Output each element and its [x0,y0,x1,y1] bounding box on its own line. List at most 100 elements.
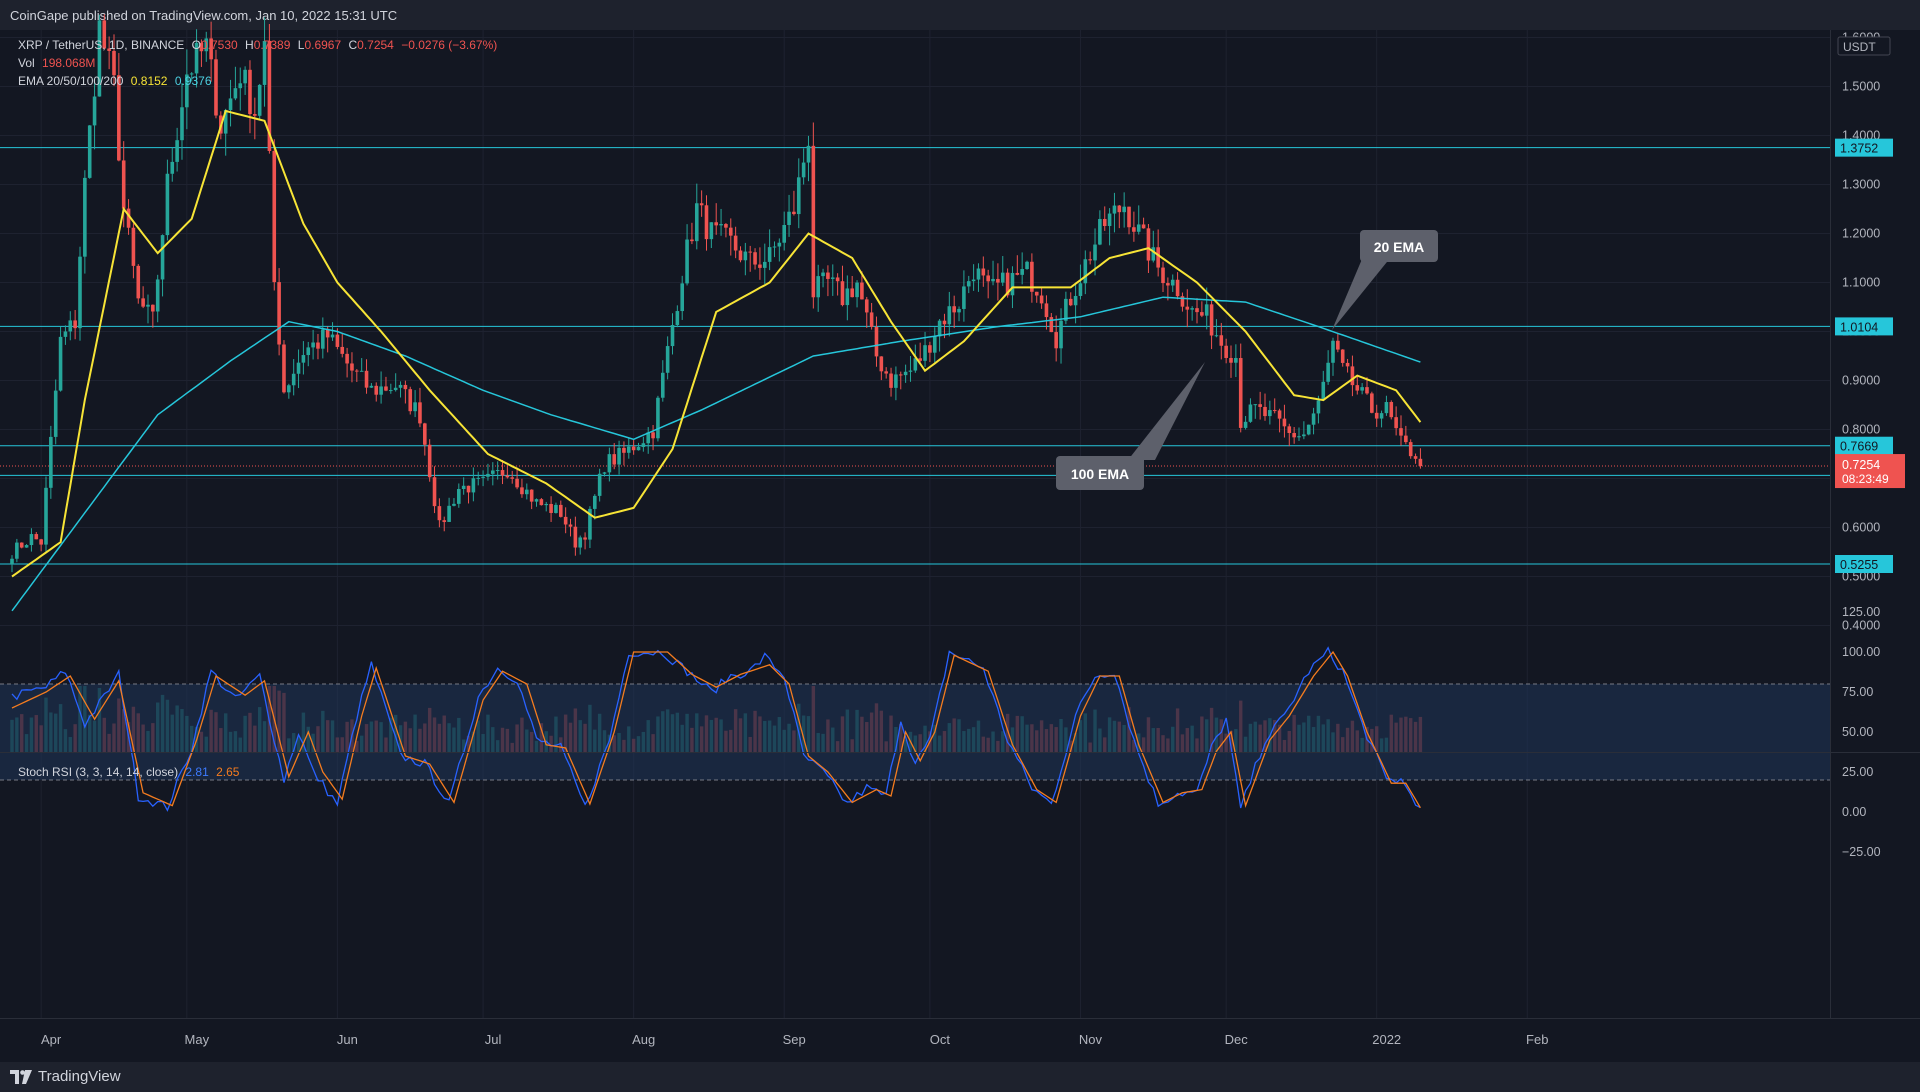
price-tick-label: 1.3000 [1842,178,1880,192]
ema-label: EMA 20/50/100/200 [18,74,124,88]
candle-body [223,110,228,134]
candle-body [1345,362,1350,367]
open-value: 0.7530 [200,38,238,52]
grid [0,30,1830,1018]
candle-body [384,386,388,391]
candle-body [1073,295,1078,306]
candle-body [505,475,510,478]
candle-body [510,477,515,479]
candle-body [1418,458,1423,467]
price-tick-label: 0.6000 [1842,521,1880,535]
candle-body [991,278,995,282]
candle-body [1127,206,1131,228]
candle-body [592,495,597,509]
candle-body [1078,283,1083,296]
candle-body [1122,206,1126,213]
current-price-label: 0.7254 [1842,458,1880,472]
candle-body [1146,228,1151,261]
candle-body [1175,279,1180,297]
candle-body [24,545,29,548]
volume-legend: Vol 198.068M [18,55,99,71]
candle-body [830,277,835,279]
candle-body [146,304,150,307]
candle-body [583,537,587,540]
callout-20ema-pointer [1332,252,1395,330]
candle-body [636,447,641,451]
candle-body [1355,385,1360,391]
candle-body [957,308,961,313]
candle-body [1316,400,1321,414]
stoch-k-line [11,646,1421,812]
candle-body [826,272,830,279]
candle-body [908,370,913,372]
candle-body [296,362,301,374]
chart-canvas[interactable]: 1.60001.50001.40001.30001.20001.10001.00… [0,0,1920,1062]
candle-body [413,402,417,412]
candle-body [1340,349,1345,363]
candle-body [1219,335,1224,346]
candle-body [257,84,262,116]
candle-body [845,288,850,306]
candle-body [1326,362,1330,382]
ema20-line [11,109,1422,578]
candle-body [53,390,58,437]
candle-body [733,235,738,251]
candle-body [117,75,121,161]
candle-body [670,325,675,347]
candle-body [855,282,859,298]
annotations: 20 EMA 100 EMA [1056,230,1438,490]
candle-body [369,385,374,388]
candle-body [1263,406,1267,417]
time-tick-label: Aug [632,1032,655,1047]
candle-body [952,306,956,313]
candle-body [175,140,179,162]
candle-body [272,150,277,283]
candle-body [597,473,602,496]
candle-body [782,224,786,243]
volume-value: 198.068M [42,56,96,70]
candle-body [1209,304,1214,336]
symbol-title: XRP / TetherUS, 1D, BINANCE [18,38,185,52]
candle-body [1166,283,1170,286]
candle-body [427,444,432,478]
candle-body [491,470,495,474]
candle-body [73,320,77,329]
high-value: 0.7389 [253,38,291,52]
candle-body [918,358,922,361]
candle-body [1161,267,1165,284]
volume-label: Vol [18,56,35,70]
candle-body [1156,247,1160,268]
candle-body [1083,259,1088,284]
candle-body [63,331,68,337]
header-bar: CoinGape published on TradingView.com, J… [0,0,1920,30]
candle-body [92,96,97,126]
candle-body [981,268,986,276]
candle-body [646,432,651,444]
stoch-d-line [11,650,1421,809]
callout-100ema-text: 100 EMA [1071,466,1129,482]
candle-body [1360,387,1364,391]
candle-body [660,372,665,398]
tradingview-logo[interactable]: TradingView [10,1068,121,1085]
candle-body [442,520,447,522]
candle-body [19,542,24,548]
candle-body [724,224,728,228]
candle-body [1394,417,1398,429]
candle-body [102,20,107,49]
candle-body [461,485,466,490]
candle-body [602,472,607,474]
candle-body [811,145,816,298]
candle-body [796,177,801,215]
candle-body [641,443,646,448]
candle-body [1064,298,1068,321]
candle-body [903,371,908,376]
candle-body [549,503,553,513]
stoch-tick-label: 125.00 [1842,605,1880,619]
candle-body [816,276,820,298]
callout-20ema-box [1360,230,1438,262]
candle-body [1117,205,1122,213]
candle-body [612,454,617,465]
candle-body [685,239,689,284]
candle-body [151,304,155,312]
candle-body [1282,418,1287,427]
